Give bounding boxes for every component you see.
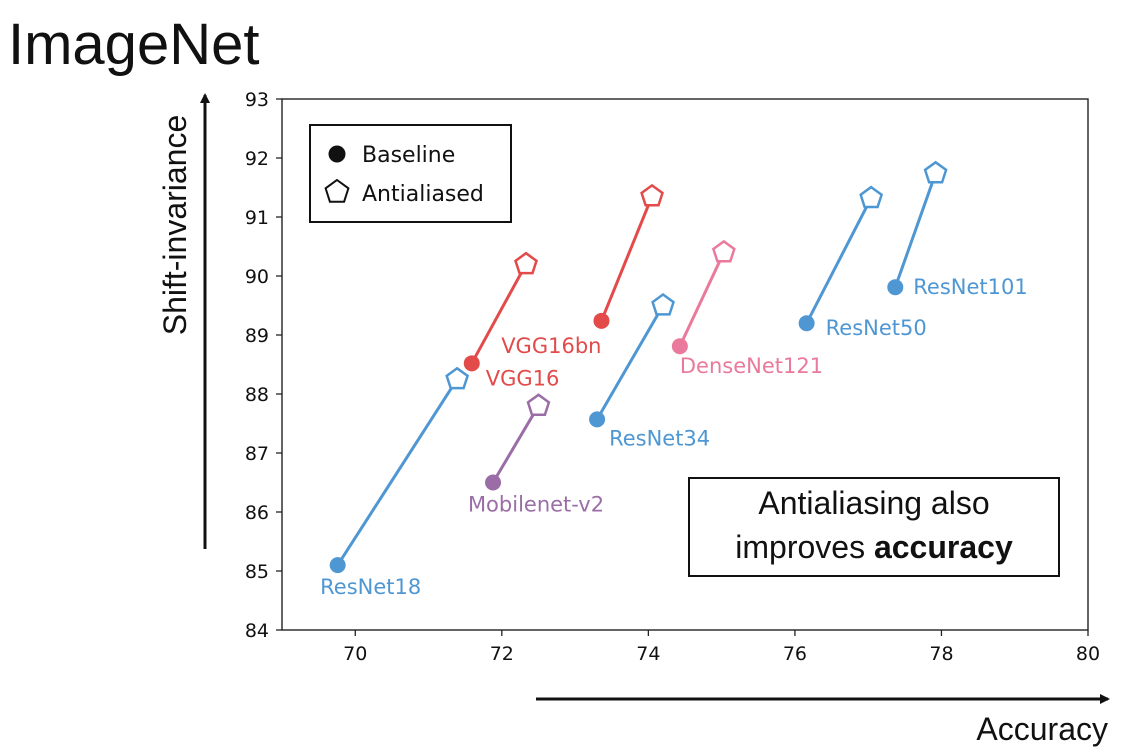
connector-line xyxy=(893,172,938,288)
point-label: ResNet34 xyxy=(609,426,710,450)
point-label: VGG16bn xyxy=(501,334,601,358)
callout-line-1: Antialiasing also xyxy=(758,485,989,521)
antialiased-point xyxy=(526,393,551,416)
y-tick-label: 87 xyxy=(245,443,269,465)
point-label: ResNet101 xyxy=(913,275,1027,299)
y-tick-label: 84 xyxy=(245,620,269,642)
baseline-point xyxy=(887,279,904,296)
antialiased-point xyxy=(445,366,470,390)
series-resnet101: ResNet101 xyxy=(887,160,1028,299)
antialiased-point xyxy=(711,239,736,263)
baseline-point xyxy=(798,315,815,332)
connector-line xyxy=(595,304,665,421)
legend-antialiased-marker xyxy=(324,178,350,203)
data-series: ResNet18 VGG16 Mobilenet-v2 VGG16bn ResNet34… xyxy=(320,160,1028,599)
series-densenet121: DenseNet121 xyxy=(671,239,823,378)
connector-line xyxy=(678,251,726,347)
legend-box xyxy=(309,124,512,223)
y-tick-label: 88 xyxy=(245,384,269,406)
connector-line xyxy=(470,263,528,365)
x-tick-label: 74 xyxy=(636,643,660,665)
antialiased-point xyxy=(859,185,884,209)
baseline-point xyxy=(485,474,502,491)
connector-line xyxy=(805,197,873,324)
connector-line xyxy=(491,405,540,484)
point-label: ResNet50 xyxy=(826,316,927,340)
x-tick-label: 78 xyxy=(929,643,953,665)
antialiased-point xyxy=(651,292,675,316)
y-tick-label: 92 xyxy=(245,148,269,170)
series-mobilenet-v2: Mobilenet-v2 xyxy=(468,393,604,517)
y-tick-label: 85 xyxy=(245,561,269,583)
x-tick-label: 76 xyxy=(783,643,807,665)
series-resnet50: ResNet50 xyxy=(798,185,927,340)
legend-baseline-label: Baseline xyxy=(362,143,455,168)
baseline-point xyxy=(593,312,610,329)
baseline-point xyxy=(671,338,688,355)
legend-baseline-marker xyxy=(328,145,346,163)
series-resnet18: ResNet18 xyxy=(320,366,470,599)
callout: Antialiasing also improves accuracy xyxy=(688,477,1060,577)
antialiased-point xyxy=(640,183,664,207)
baseline-point xyxy=(329,557,346,574)
y-tick-label: 89 xyxy=(245,325,269,347)
x-tick-label: 72 xyxy=(490,643,514,665)
series-resnet34: ResNet34 xyxy=(589,292,710,450)
legend: Baseline Antialiased xyxy=(309,124,512,223)
y-axis: 84 85 86 87 88 89 90 91 92 93 xyxy=(245,89,282,642)
y-tick-label: 93 xyxy=(245,89,269,111)
x-axis-title: Accuracy xyxy=(976,711,1108,747)
antialiased-point xyxy=(923,160,948,184)
series-vgg16: VGG16 xyxy=(463,251,560,390)
page-title: ImageNet xyxy=(8,12,259,77)
connector-line xyxy=(336,378,459,566)
callout-line-2-prefix: improves xyxy=(735,529,874,565)
baseline-point xyxy=(463,355,480,372)
callout-emphasis: accuracy xyxy=(874,529,1013,565)
baseline-point xyxy=(589,411,606,428)
x-tick-label: 80 xyxy=(1076,643,1100,665)
plot-frame xyxy=(281,98,1089,631)
point-label: DenseNet121 xyxy=(680,354,823,378)
y-axis-title: Shift-invariance xyxy=(157,115,193,336)
point-label: Mobilenet-v2 xyxy=(468,493,604,517)
y-tick-label: 90 xyxy=(245,266,269,288)
callout-line-2: improves accuracy xyxy=(735,529,1013,565)
x-tick-label: 70 xyxy=(343,643,367,665)
point-label: ResNet18 xyxy=(320,575,421,599)
connector-line xyxy=(600,195,654,322)
x-axis: 70 72 74 76 78 80 xyxy=(343,630,1100,665)
y-tick-label: 86 xyxy=(245,502,269,524)
y-tick-label: 91 xyxy=(245,207,269,229)
series-vgg16bn: VGG16bn xyxy=(501,183,664,358)
point-label: VGG16 xyxy=(486,366,560,390)
callout-box xyxy=(688,477,1060,577)
legend-antialiased-label: Antialiased xyxy=(362,182,484,207)
antialiased-point xyxy=(514,251,538,275)
